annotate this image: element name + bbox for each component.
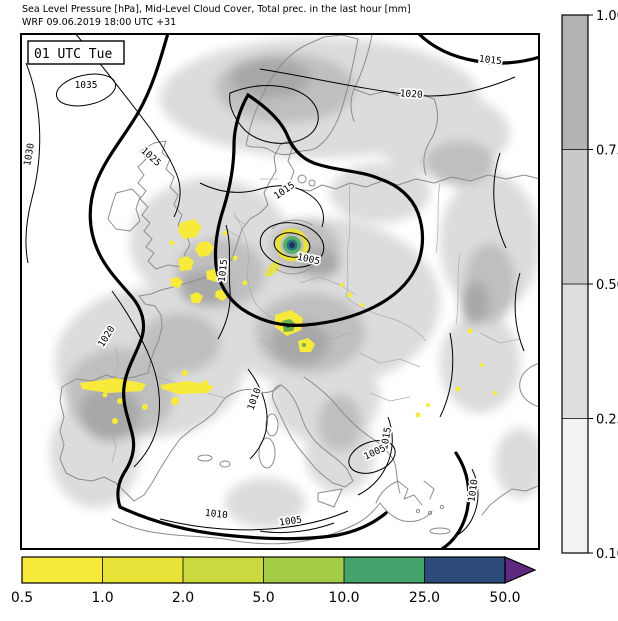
contour-label: 1025 — [138, 145, 162, 168]
cloud-colorbar-segment — [562, 284, 588, 419]
contour-label: 1015 — [272, 180, 297, 202]
time-label-text: 01 UTC Tue — [34, 47, 112, 62]
cloud-colorbar-segment — [562, 149, 588, 284]
cyclone-feature — [264, 219, 317, 277]
pressure-contours-thin — [25, 33, 525, 538]
precip-colorbar-tick-label: 5.0 — [252, 590, 274, 606]
precip-colorbar-segment — [102, 557, 183, 583]
scandinavia-coast — [245, 34, 359, 156]
precip-colorbar-segment — [22, 557, 103, 583]
cloud-colorbar-segment — [562, 418, 588, 553]
precip-colorbar-tick-label: 2.0 — [172, 590, 194, 606]
balkan-coast — [303, 376, 401, 494]
north-sea-baltic-coast — [224, 140, 540, 269]
precip-colorbar-segment — [344, 557, 425, 583]
contour-label: 1020 — [399, 88, 423, 101]
pressure-contours-thick — [88, 33, 540, 550]
title-line-1: Sea Level Pressure [hPa], Mid-Level Clou… — [22, 4, 411, 15]
contour-label: 1035 — [75, 80, 98, 91]
cloud-colorbar-tick-label: 0.25 — [596, 413, 618, 428]
plot-title: Sea Level Pressure [hPa], Mid-Level Clou… — [22, 4, 411, 29]
contour-label: 1010 — [466, 478, 480, 502]
precip-colorbar-tick-label: 1.0 — [91, 590, 113, 606]
cloud-cover-colorbar: 1.00 0.75 0.50 0.25 0.10 — [561, 9, 618, 562]
contour-label: 1010 — [246, 386, 264, 412]
cloud-colorbar-tick-label: 0.75 — [596, 144, 618, 159]
map-plot: 1035 1030 1025 1015 1020 1015 1005 1015 … — [20, 33, 540, 550]
cloud-colorbar-tick-label: 0.50 — [596, 278, 618, 293]
precip-colorbar-segment — [424, 557, 505, 583]
precip-colorbar-tick-label: 0.5 — [12, 590, 33, 606]
cloud-colorbar-tick-label: 0.10 — [596, 547, 618, 562]
cloud-shading-layer — [50, 38, 540, 528]
iberia-coast — [59, 372, 226, 502]
precip-colorbar-tick-label: 10.0 — [328, 590, 359, 606]
title-line-2: WRF 09.06.2019 18:00 UTC +31 — [22, 16, 177, 28]
precip-colorbar-segment — [183, 557, 264, 583]
precip-colorbar-tick-label: 50.0 — [489, 590, 520, 606]
cloud-colorbar-segment — [562, 15, 588, 150]
map-frame — [20, 33, 540, 550]
ireland-coast — [107, 188, 141, 232]
great-britain-coast — [137, 140, 193, 270]
contour-label: 1010 — [204, 508, 228, 521]
italy-coast — [272, 384, 354, 488]
contour-label: 1030 — [22, 142, 37, 167]
contour-label: 1005 — [279, 514, 303, 528]
precip-colorbar-arrow — [504, 556, 537, 584]
france-coast — [138, 267, 226, 374]
cloud-colorbar-tick-label: 1.00 — [596, 9, 618, 24]
precip-colorbar-tick-label: 25.0 — [409, 590, 440, 606]
precip-colorbar: 0.5 1.0 2.0 5.0 10.0 25.0 50.0 — [12, 556, 537, 606]
time-label: 01 UTC Tue — [27, 40, 125, 65]
contour-label: 1015 — [478, 54, 502, 67]
contour-label: 1015 — [217, 259, 230, 283]
country-borders — [109, 178, 521, 464]
precip-colorbar-segment — [263, 557, 344, 583]
